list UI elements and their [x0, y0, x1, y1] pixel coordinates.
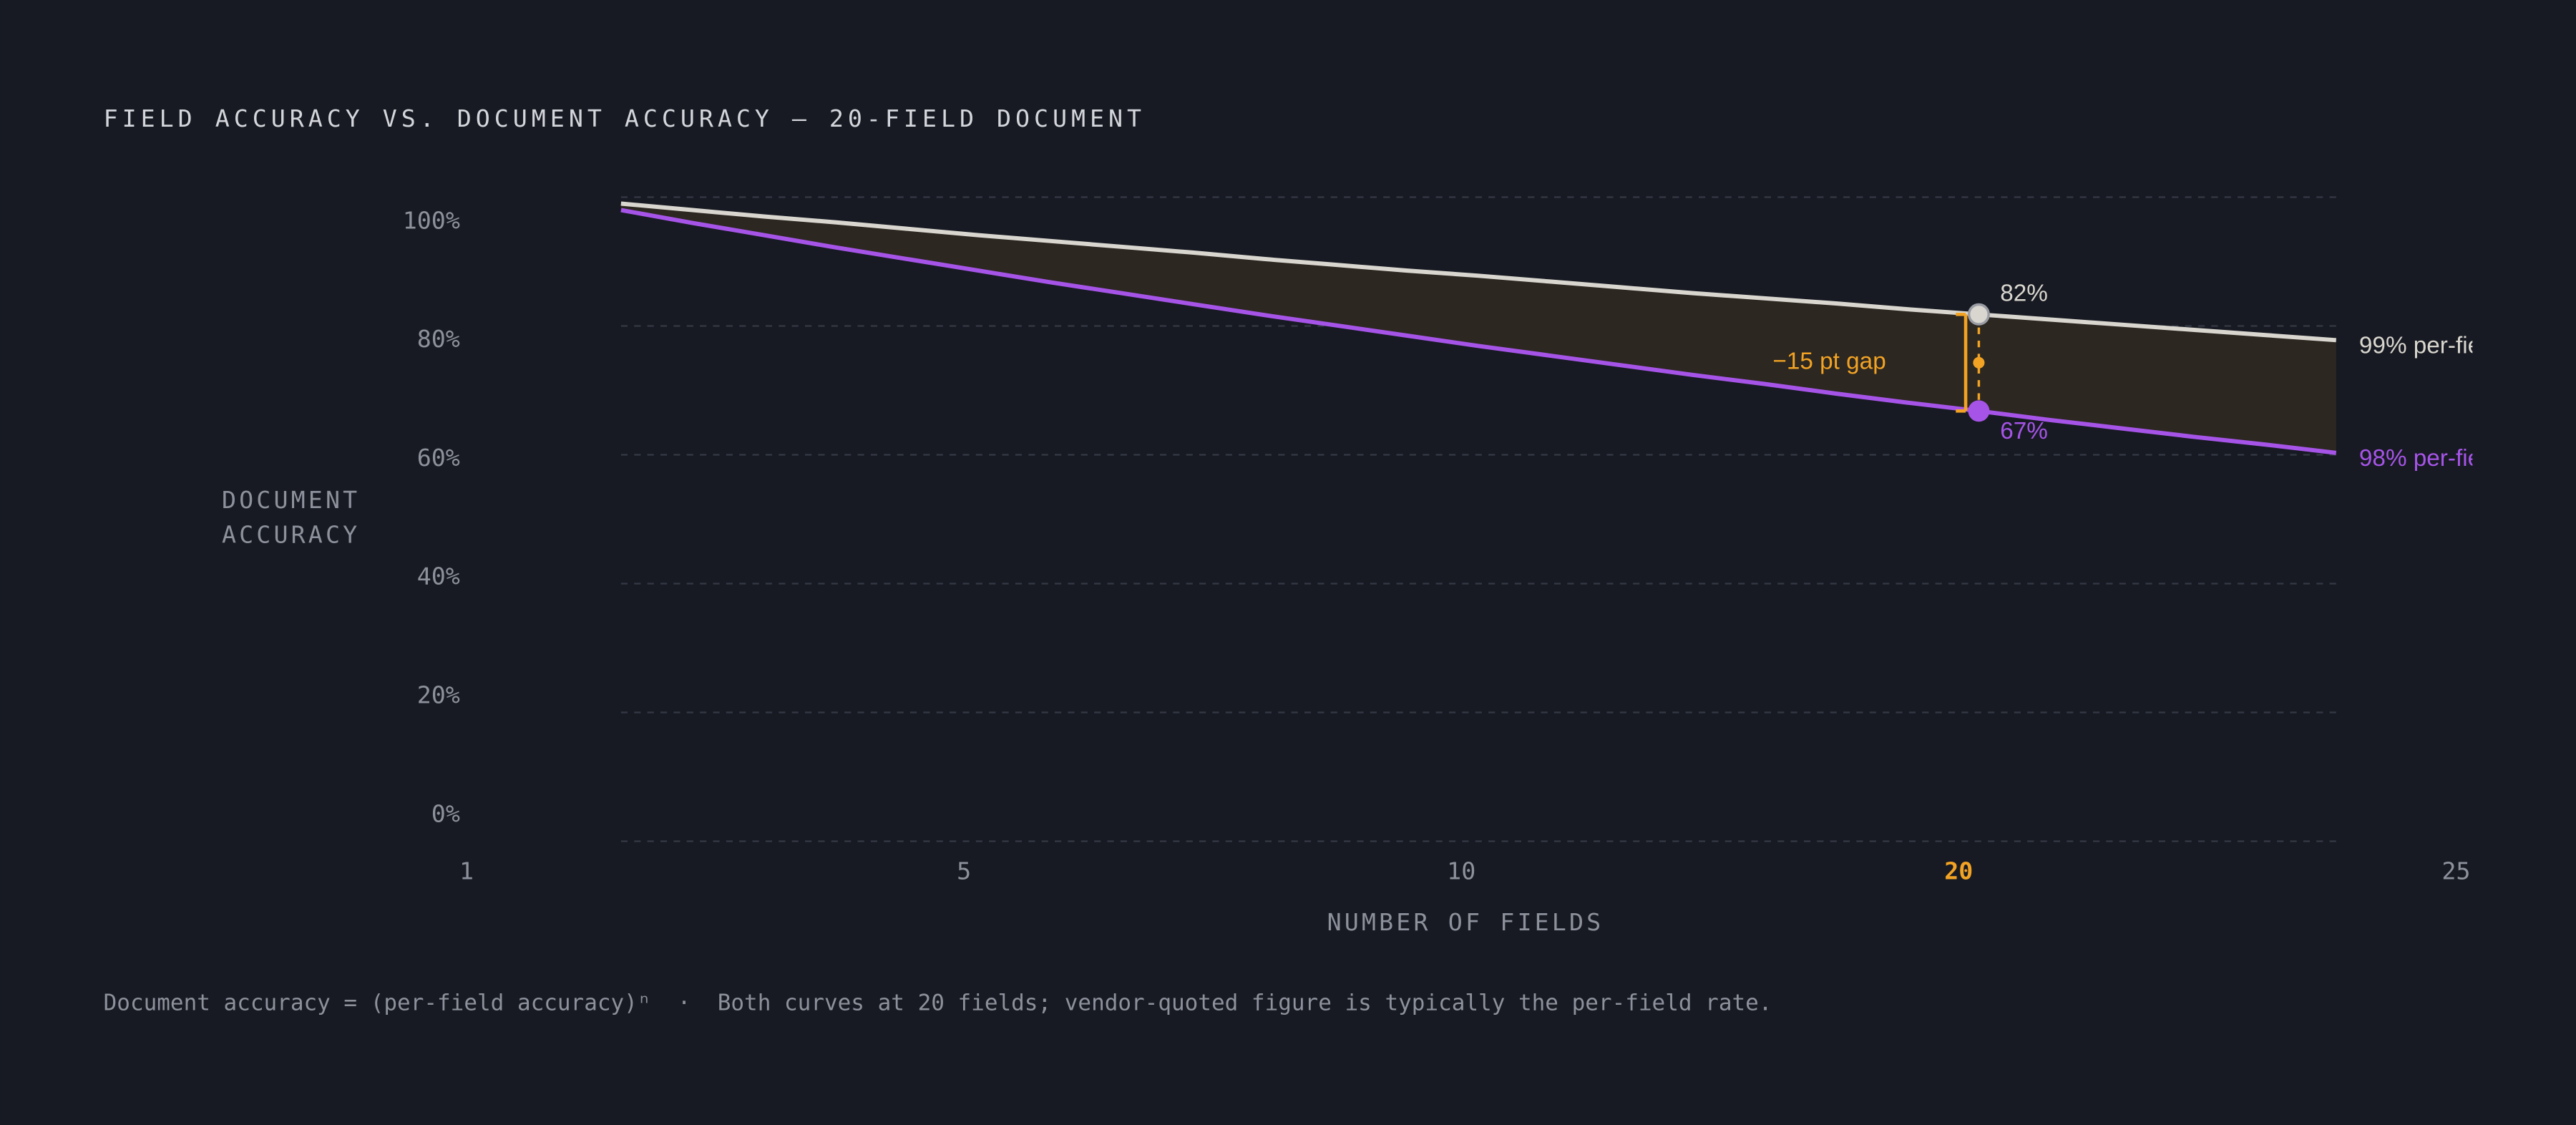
highlight-point	[1967, 303, 1990, 326]
series-end-label: 98% per-field	[2359, 445, 2499, 472]
y-tick-label: 40%	[417, 562, 460, 590]
highlight-point	[1968, 400, 1990, 422]
x-tick-label: 25	[2441, 857, 2470, 885]
y-axis-title: DOCUMENT ACCURACY	[222, 486, 360, 548]
x-tick-label: 10	[1447, 857, 1475, 885]
highlight-label: 82%	[2000, 281, 2048, 307]
x-tick-label: 5	[957, 857, 971, 885]
y-tick-label: 20%	[417, 681, 460, 709]
gap-label: −15 pt gap	[1772, 349, 1885, 375]
gap-midpoint	[1973, 356, 1985, 369]
footnote: Document accuracy = (per-field accuracy)…	[104, 990, 1772, 1016]
y-tick-label: 100%	[403, 206, 460, 234]
gap-area	[620, 203, 2336, 453]
y-tick-label: 60%	[417, 444, 460, 472]
x-tick-label: 20	[1944, 857, 1973, 885]
chart-title: FIELD ACCURACY VS. DOCUMENT ACCURACY — 2…	[104, 104, 1146, 132]
y-tick-label: 0%	[431, 799, 460, 827]
x-tick-label: 1	[459, 857, 474, 885]
series-line	[620, 201, 2336, 343]
highlight-label: 67%	[2000, 418, 2048, 444]
x-axis-title: NUMBER OF FIELDS	[1327, 908, 1604, 936]
series-line	[620, 208, 2337, 455]
y-tick-label: 80%	[417, 325, 460, 353]
series-end-label: 99% per-field	[2359, 332, 2499, 359]
